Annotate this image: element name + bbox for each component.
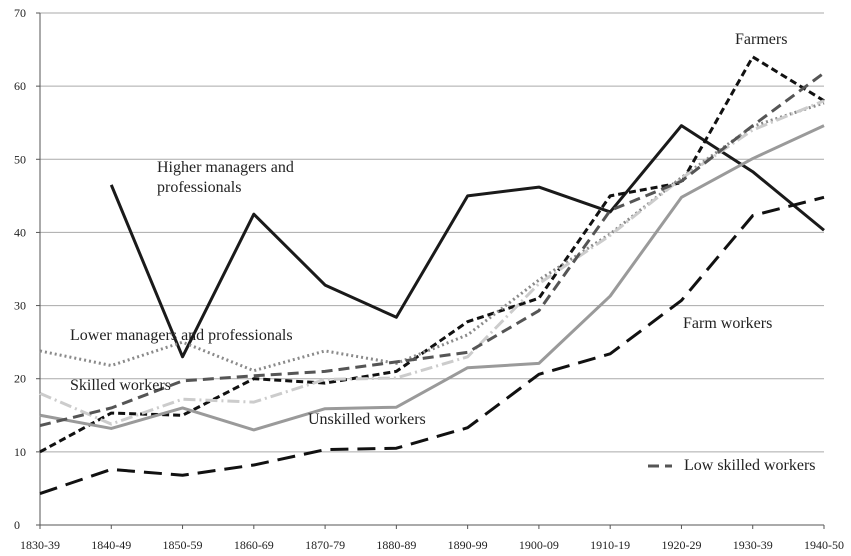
x-tick-label: 1900-09 <box>519 538 559 552</box>
x-tick-label: 1940-50 <box>804 538 844 552</box>
x-tick-label: 1830-39 <box>20 538 60 552</box>
series-label: Skilled workers <box>70 377 171 394</box>
x-tick-label: 1920-29 <box>661 538 701 552</box>
x-tick-label: 1840-49 <box>91 538 131 552</box>
series-line <box>39 71 825 427</box>
x-tick-label: 1880-89 <box>376 538 416 552</box>
y-tick-label: 20 <box>14 372 26 386</box>
y-tick-label: 50 <box>14 152 26 166</box>
x-tick-label: 1890-99 <box>448 538 488 552</box>
series-label: Farmers <box>735 31 788 48</box>
series-line <box>39 55 825 454</box>
series-label: Farm workers <box>683 315 773 332</box>
x-tick-label: 1870-79 <box>305 538 345 552</box>
series-line <box>39 101 825 373</box>
y-tick-label: 40 <box>14 225 26 239</box>
series-label: Unskilled workers <box>308 411 426 428</box>
y-tick-label: 30 <box>14 299 26 313</box>
series-label: Higher managers and professionals <box>157 159 294 196</box>
y-tick-label: 0 <box>14 518 20 532</box>
y-tick-label: 70 <box>14 6 26 20</box>
y-tick-label: 60 <box>14 79 26 93</box>
x-tick-label: 1910-19 <box>590 538 630 552</box>
x-tick-label: 1930-39 <box>733 538 773 552</box>
series-label: Low skilled workers <box>684 457 816 474</box>
y-tick-label: 10 <box>14 445 26 459</box>
series-line <box>39 195 825 495</box>
series-line <box>39 124 825 432</box>
series-line <box>39 99 825 426</box>
series-label: Lower managers and professionals <box>70 327 293 344</box>
x-tick-label: 1860-69 <box>234 538 274 552</box>
x-tick-label: 1850-59 <box>163 538 203 552</box>
